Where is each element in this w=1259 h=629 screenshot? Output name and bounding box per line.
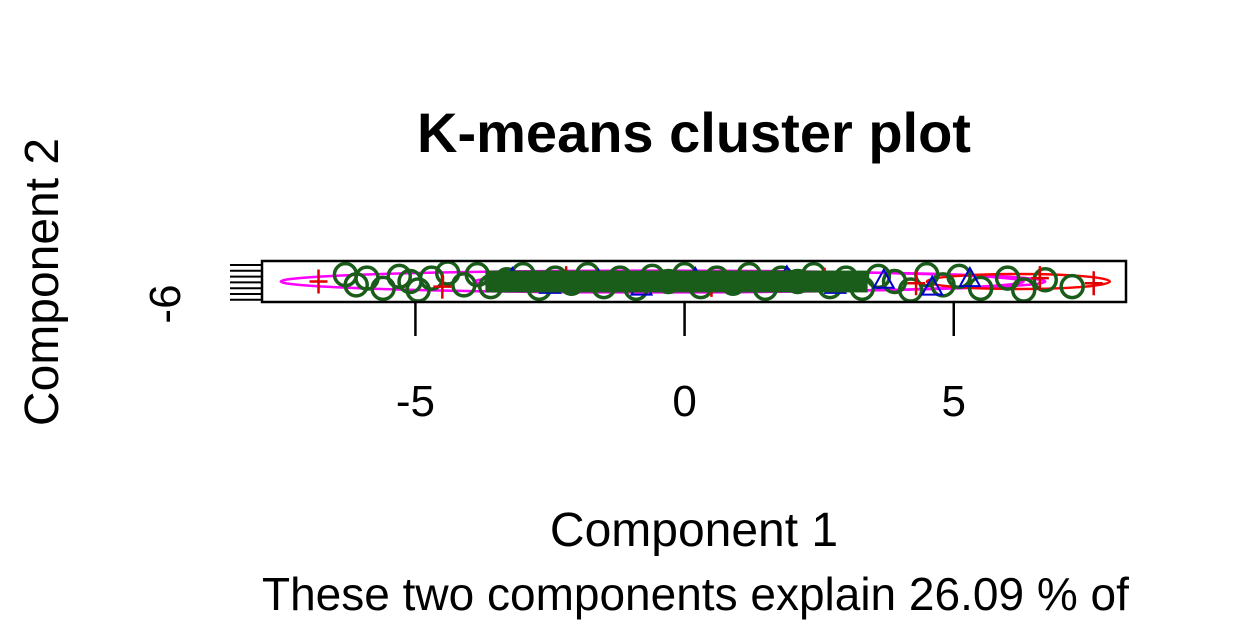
data-layer [279,260,1112,303]
data-point [967,275,994,302]
data-point [370,275,396,302]
x-tick-label: -5 [396,377,435,426]
data-point [1084,271,1103,296]
data-point [872,267,896,289]
data-point [946,263,972,290]
y-axis: -6 [141,264,262,324]
chart-subtitle: These two components explain 26.09 % of [262,568,1129,620]
data-point [958,266,982,288]
data-point [433,274,452,299]
chart-title: K-means cluster plot [417,101,971,164]
dense-point-band [485,270,868,293]
data-point [907,271,926,296]
data-point [1059,273,1085,300]
data-point [994,265,1021,291]
data-point [1032,267,1059,293]
x-axis: -5 0 5 [396,302,966,426]
y-axis-label: Component 2 [16,138,69,426]
x-tick-label: 5 [941,377,965,426]
data-point [920,274,944,296]
data-point [1030,266,1049,291]
data-point [309,269,328,294]
x-axis-label: Component 1 [550,504,838,557]
x-tick-label: 0 [672,377,696,426]
y-tick-label: -6 [141,284,190,323]
